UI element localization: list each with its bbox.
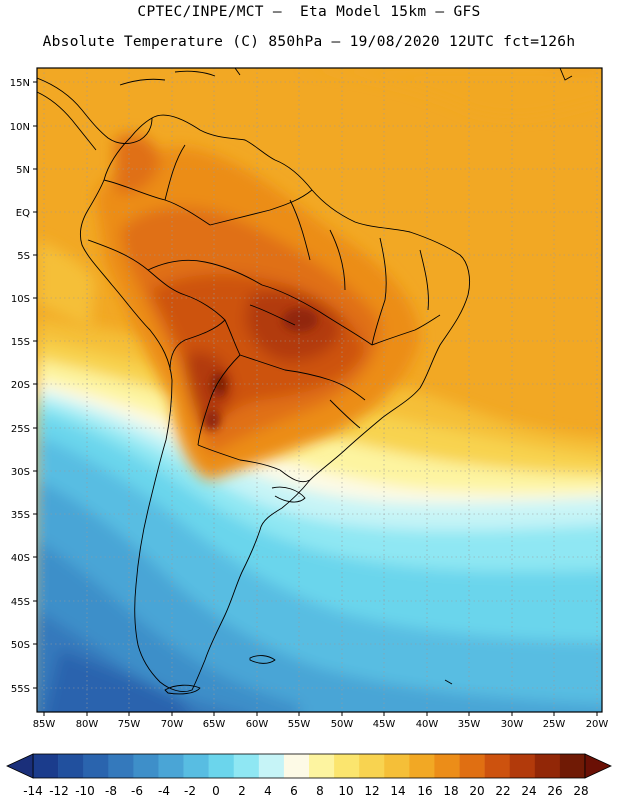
- legend-swatch: [33, 754, 59, 778]
- color-legend: -14 -12 -10 -8 -6 -4 -2 0 2 4 6 8 10 12 …: [6, 753, 612, 798]
- lat-label: 15S: [11, 337, 30, 348]
- legend-label: 16: [417, 784, 432, 798]
- lon-label: 30W: [501, 719, 524, 730]
- lat-label: 5S: [17, 251, 30, 262]
- legend-label: 24: [521, 784, 536, 798]
- coastline-borders: [37, 68, 573, 695]
- legend-swatch: [208, 754, 235, 778]
- legend-swatch: [158, 754, 184, 778]
- title-line-1: CPTEC/INPE/MCT – Eta Model 15km – GFS: [137, 4, 481, 20]
- lon-label: 35W: [458, 719, 481, 730]
- temperature-field: [37, 68, 602, 712]
- legend-over-arrow: [584, 753, 612, 779]
- lat-label: EQ: [16, 208, 30, 219]
- title-line-2: Absolute Temperature (C) 850hPa – 19/08/…: [42, 34, 576, 50]
- legend-swatch: [183, 754, 209, 778]
- lat-label: 35S: [11, 510, 30, 521]
- legend-label: -10: [75, 784, 95, 798]
- legend-label: 28: [573, 784, 588, 798]
- legend-swatch: [258, 754, 285, 778]
- lon-label: 85W: [33, 719, 56, 730]
- legend-label: 12: [364, 784, 379, 798]
- temperature-map: 15N 10N 5N EQ 5S 10S 15S 20S 25S 30S 35S…: [10, 67, 609, 730]
- legend-swatch: [459, 754, 485, 778]
- legend-under-arrow: [6, 753, 34, 779]
- legend-label: -4: [158, 784, 170, 798]
- legend-swatch: [133, 754, 159, 778]
- legend-swatch: [58, 754, 84, 778]
- legend-swatch: [334, 754, 360, 778]
- lat-label: 25S: [11, 424, 30, 435]
- lat-label: 55S: [11, 684, 30, 695]
- lat-label: 15N: [10, 78, 30, 89]
- longitude-axis: 85W 80W 75W 70W 65W 60W 55W 50W 45W 40W …: [33, 719, 609, 730]
- lat-label: 5N: [16, 165, 30, 176]
- legend-swatch: [434, 754, 460, 778]
- legend-label: 18: [443, 784, 458, 798]
- lat-lon-grid: [37, 68, 602, 712]
- legend-label: 4: [264, 784, 272, 798]
- lon-label: 55W: [288, 719, 311, 730]
- legend-swatch: [108, 754, 134, 778]
- legend-swatch: [509, 754, 536, 778]
- latitude-axis: 15N 10N 5N EQ 5S 10S 15S 20S 25S 30S 35S…: [10, 78, 30, 695]
- legend-swatch: [534, 754, 561, 778]
- legend-label: 10: [338, 784, 353, 798]
- legend-swatch: [484, 754, 511, 778]
- lon-label: 60W: [246, 719, 269, 730]
- lat-label: 10N: [10, 122, 30, 133]
- legend-swatch: [309, 754, 335, 778]
- legend-label: -6: [131, 784, 143, 798]
- lat-label: 45S: [11, 597, 30, 608]
- legend-label: -2: [184, 784, 196, 798]
- lat-label: 40S: [11, 553, 30, 564]
- lon-label: 20W: [586, 719, 609, 730]
- legend-label: 22: [495, 784, 510, 798]
- legend-label: 20: [469, 784, 484, 798]
- lon-label: 65W: [203, 719, 226, 730]
- lat-label: 50S: [11, 640, 30, 651]
- lon-label: 25W: [543, 719, 566, 730]
- legend-label: -8: [105, 784, 117, 798]
- legend-swatch: [409, 754, 435, 778]
- lon-label: 75W: [118, 719, 141, 730]
- lon-label: 40W: [416, 719, 439, 730]
- legend-swatch: [233, 754, 260, 778]
- legend-label: 8: [316, 784, 324, 798]
- legend-swatch: [359, 754, 385, 778]
- lat-label: 20S: [11, 380, 30, 391]
- legend-label: 6: [290, 784, 298, 798]
- lon-label: 50W: [331, 719, 354, 730]
- lat-label: 10S: [11, 294, 30, 305]
- legend-label: 2: [238, 784, 246, 798]
- lon-label: 80W: [76, 719, 99, 730]
- legend-label: -14: [23, 784, 43, 798]
- legend-label: 14: [390, 784, 405, 798]
- legend-swatch: [384, 754, 410, 778]
- lon-label: 70W: [161, 719, 184, 730]
- lon-label: 45W: [373, 719, 396, 730]
- legend-swatch: [559, 754, 586, 778]
- legend-label: -12: [49, 784, 69, 798]
- legend-label: 0: [212, 784, 220, 798]
- legend-swatch: [283, 754, 310, 778]
- lat-label: 30S: [11, 467, 30, 478]
- legend-swatch: [83, 754, 109, 778]
- legend-label: 26: [547, 784, 562, 798]
